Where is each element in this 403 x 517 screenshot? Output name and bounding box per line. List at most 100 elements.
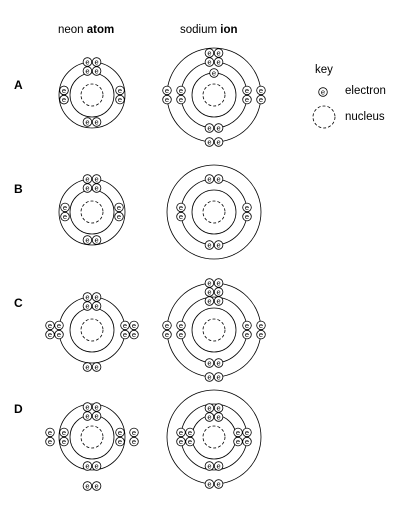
electron: e xyxy=(256,320,266,331)
neon-atom-header: neon atom xyxy=(58,24,114,36)
svg-text:e: e xyxy=(179,86,183,95)
electron: e xyxy=(213,412,224,422)
svg-text:e: e xyxy=(85,412,89,421)
svg-text:e: e xyxy=(95,118,99,127)
svg-text:e: e xyxy=(118,95,122,104)
electron: e xyxy=(120,329,130,340)
electron: e xyxy=(82,57,93,67)
electron: e xyxy=(129,436,139,447)
electron: e xyxy=(176,202,186,213)
electron: e xyxy=(162,320,172,331)
svg-text:e: e xyxy=(48,437,52,446)
svg-text:e: e xyxy=(188,428,192,437)
svg-text:e: e xyxy=(85,67,89,76)
svg-text:e: e xyxy=(85,302,89,311)
svg-text:e: e xyxy=(95,482,99,491)
electron: e xyxy=(213,57,224,67)
svg-text:e: e xyxy=(245,330,249,339)
svg-text:e: e xyxy=(236,437,240,446)
electron: e xyxy=(204,57,215,67)
electron: e xyxy=(242,427,252,438)
electron: e xyxy=(115,85,125,96)
electron: e xyxy=(91,117,102,127)
electron: e xyxy=(59,94,69,105)
svg-text:e: e xyxy=(95,236,99,245)
svg-text:e: e xyxy=(165,86,169,95)
electron: e xyxy=(59,427,69,438)
svg-text:e: e xyxy=(179,95,183,104)
svg-text:e: e xyxy=(207,297,211,306)
svg-text:e: e xyxy=(63,203,67,212)
nucleus xyxy=(202,83,226,107)
svg-text:e: e xyxy=(95,175,99,184)
sodium-header-bold: ion xyxy=(220,24,238,36)
electron: e xyxy=(82,411,93,421)
svg-text:e: e xyxy=(217,359,221,368)
svg-text:e: e xyxy=(236,428,240,437)
shell-1 xyxy=(191,189,237,235)
electron: e xyxy=(213,479,224,489)
svg-text:e: e xyxy=(63,212,67,221)
svg-text:e: e xyxy=(48,330,52,339)
svg-text:e: e xyxy=(207,138,211,147)
svg-text:e: e xyxy=(179,212,183,221)
electron: e xyxy=(162,94,172,105)
svg-text:e: e xyxy=(259,86,263,95)
electron: e xyxy=(176,94,186,105)
electron: e xyxy=(204,278,215,288)
nucleus xyxy=(80,83,104,107)
row-label-a: A xyxy=(14,78,23,92)
electron: e xyxy=(91,174,102,184)
electron: e xyxy=(45,427,55,438)
neon-header-bold: atom xyxy=(86,24,115,36)
svg-text:e: e xyxy=(179,203,183,212)
svg-text:e: e xyxy=(245,86,249,95)
electron: e xyxy=(176,329,186,340)
svg-text:e: e xyxy=(207,124,211,133)
electron: e xyxy=(115,94,125,105)
electron: e xyxy=(59,436,69,447)
svg-text:e: e xyxy=(57,321,61,330)
svg-text:e: e xyxy=(217,288,221,297)
electron: e xyxy=(114,211,124,222)
electron: e xyxy=(129,329,139,340)
svg-text:e: e xyxy=(217,58,221,67)
svg-text:e: e xyxy=(165,95,169,104)
electron: e xyxy=(233,436,243,447)
nucleus xyxy=(80,200,104,224)
svg-text:e: e xyxy=(118,428,122,437)
electron: e xyxy=(204,358,215,368)
electron: e xyxy=(185,427,195,438)
electron: e xyxy=(129,427,139,438)
electron: e xyxy=(242,320,252,331)
electron: e xyxy=(54,320,64,331)
electron: e xyxy=(204,174,215,184)
svg-text:e: e xyxy=(217,279,221,288)
electron: e xyxy=(91,481,102,491)
row-label-d: D xyxy=(14,402,23,416)
electron: e xyxy=(213,174,224,184)
electron: e xyxy=(204,461,215,471)
sodium-header-prefix: sodium xyxy=(180,24,221,36)
electron: e xyxy=(176,436,186,447)
svg-text:e: e xyxy=(207,359,211,368)
electron: e xyxy=(114,202,124,213)
electron: e xyxy=(91,402,102,412)
electron: e xyxy=(204,372,215,382)
electron: e xyxy=(233,427,243,438)
outer-shell xyxy=(58,403,126,471)
svg-text:e: e xyxy=(85,363,89,372)
svg-text:e: e xyxy=(132,330,136,339)
svg-text:e: e xyxy=(118,437,122,446)
electron: e xyxy=(82,117,93,127)
electron: e xyxy=(242,202,252,213)
electron: e xyxy=(213,123,224,133)
svg-text:e: e xyxy=(217,297,221,306)
key-nucleus-label: nucleus xyxy=(345,111,385,123)
svg-text:e: e xyxy=(259,95,263,104)
svg-text:e: e xyxy=(179,437,183,446)
key-legend: e xyxy=(312,87,336,129)
shell-3 xyxy=(166,164,262,260)
svg-text:e: e xyxy=(123,330,127,339)
